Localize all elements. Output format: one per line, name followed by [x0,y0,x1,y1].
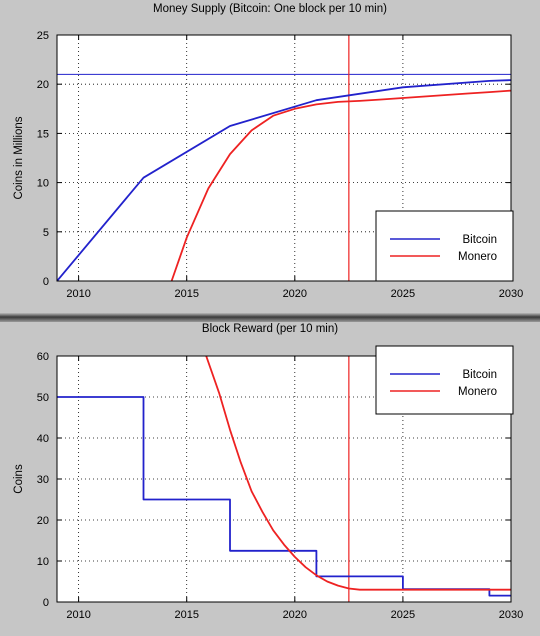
x-tick-label: 2030 [499,609,523,621]
block-reward-chart: Block Reward (per 10 min)2010 2015 2020 202… [13,323,523,621]
x-tick-label: 2010 [66,609,90,621]
x-tick-label: 2015 [174,609,198,621]
chart-title: Block Reward (per 10 min) [202,323,338,335]
y-tick-label: 0 [43,276,49,288]
x-tick-label: 2020 [283,609,307,621]
plot-frame [56,34,512,282]
legend-box [375,345,514,415]
legend-label-monero: Monero [458,251,497,263]
block-reward-panel: Block Reward (per 10 min) 2010 2015 2020 202… [0,322,540,631]
x-tick-label: 2025 [391,609,415,621]
x-tick-label: 2010 [66,288,90,300]
x-tick-label: 2015 [174,288,198,300]
y-tick-label: 10 [37,178,49,190]
y-axis-label: Coins in Millions [13,116,25,199]
legend-label-bitcoin: Bitcoin [462,234,497,246]
y-tick-label: 5 [43,227,49,239]
x-tick-label: 2025 [391,288,415,300]
y-axis-label: Coins [13,464,25,494]
y-tick-label: 20 [37,515,49,527]
y-tick-label: 0 [43,597,49,609]
series-line-bitcoin [57,79,511,281]
legend-box [375,210,514,282]
money-supply-chart: Money Supply (Bitcoin: One block per 10 … [13,3,523,300]
series-line-monero [205,356,511,591]
money-supply-panel: Money Supply (Bitcoin: One block per 10 … [0,0,540,313]
y-tick-label: 20 [37,79,49,91]
y-tick-label: 50 [37,392,49,404]
y-tick-label: 15 [37,128,49,140]
legend-label-bitcoin: Bitcoin [462,369,497,381]
x-tick-label: 2020 [283,288,307,300]
y-tick-label: 40 [37,433,49,445]
y-tick-label: 30 [37,474,49,486]
chart-title: Money Supply (Bitcoin: One block per 10 … [153,3,387,15]
plot-frame [56,355,512,603]
y-tick-label: 60 [37,351,49,363]
y-tick-label: 25 [37,30,49,42]
series-line-monero [170,89,511,281]
x-tick-label: 2030 [499,288,523,300]
legend-label-monero: Monero [458,386,497,398]
panel-divider [0,313,540,322]
y-tick-label: 10 [37,556,49,568]
